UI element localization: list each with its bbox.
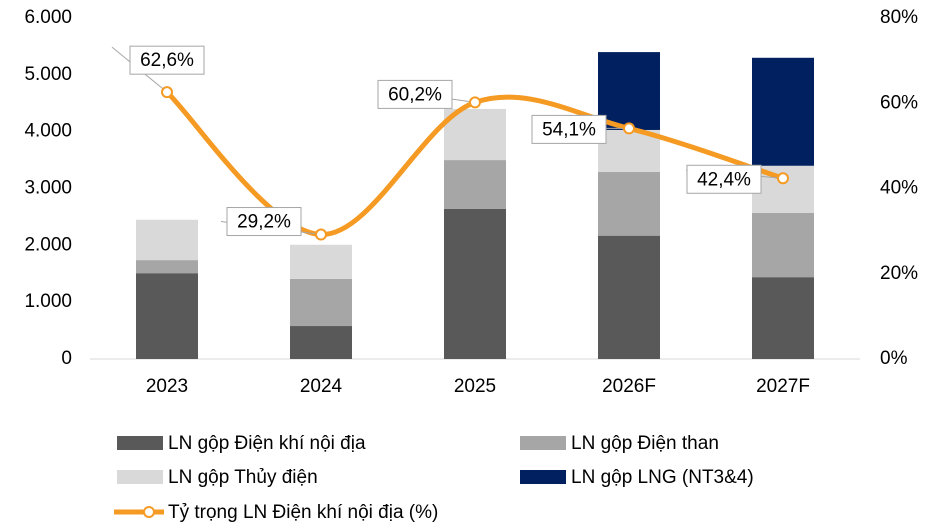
bar-segment bbox=[752, 212, 814, 278]
bar-segment bbox=[290, 278, 352, 327]
bar-segment bbox=[136, 219, 198, 261]
y-tick-label: 0 bbox=[61, 348, 72, 369]
y2-tick-label: 0% bbox=[880, 348, 908, 369]
x-tick-label: 2026F bbox=[602, 376, 656, 397]
y2-tick-label: 60% bbox=[880, 92, 918, 113]
line-marker bbox=[777, 172, 789, 185]
bar-segment bbox=[290, 326, 352, 359]
legend-label: Tỷ trọng LN Điện khí nội địa (%) bbox=[168, 502, 438, 523]
legend-label: LN gộp Điện khí nội địa bbox=[168, 433, 366, 454]
legend-swatch bbox=[117, 436, 163, 450]
legend-label: LN gộp LNG (NT3&4) bbox=[571, 467, 754, 488]
legend-label: LN gộp Điện than bbox=[571, 433, 719, 454]
line-marker bbox=[161, 86, 173, 99]
label-box bbox=[686, 164, 762, 194]
data-label: 42,4% bbox=[697, 169, 751, 190]
y-tick-label: 6.000 bbox=[24, 7, 72, 28]
x-tick-label: 2025 bbox=[454, 376, 496, 397]
x-tick-label: 2027F bbox=[756, 376, 810, 397]
bar-segment bbox=[444, 160, 506, 209]
y-tick-label: 1.000 bbox=[24, 291, 72, 312]
y-tick-label: 2.000 bbox=[24, 234, 72, 255]
bar-segment bbox=[598, 235, 660, 359]
bar-segment bbox=[598, 172, 660, 236]
line bbox=[165, 90, 784, 238]
bar-segment bbox=[290, 244, 352, 279]
line-marker bbox=[469, 96, 481, 109]
y-tick-label: 3.000 bbox=[24, 178, 72, 199]
legend-swatch bbox=[143, 506, 155, 518]
bar-segment bbox=[598, 129, 660, 173]
label-box bbox=[129, 45, 205, 75]
x-tick-label: 2023 bbox=[146, 376, 188, 397]
line-marker bbox=[623, 122, 635, 135]
label-box bbox=[377, 79, 453, 109]
legend-label: LN gộp Thủy điện bbox=[168, 467, 318, 488]
y2-tick-label: 80% bbox=[880, 7, 918, 28]
data-label: 29,2% bbox=[237, 212, 291, 233]
bar-segment bbox=[136, 273, 198, 359]
bar-segment bbox=[598, 52, 660, 130]
line-marker bbox=[315, 228, 327, 241]
legend-swatch bbox=[117, 470, 163, 484]
y2-tick-label: 20% bbox=[880, 263, 918, 284]
y-tick-label: 4.000 bbox=[24, 121, 72, 142]
y2-tick-label: 40% bbox=[880, 178, 918, 199]
bar-segment bbox=[752, 57, 814, 166]
y-tick-label: 5.000 bbox=[24, 64, 72, 85]
bar-segment bbox=[752, 277, 814, 359]
x-tick-label: 2024 bbox=[300, 376, 343, 397]
legend-swatch bbox=[520, 436, 566, 450]
label-box bbox=[531, 114, 607, 144]
data-label: 62,6% bbox=[140, 50, 194, 71]
bar-segment bbox=[444, 208, 506, 359]
label-box bbox=[226, 207, 302, 237]
data-label: 60,2% bbox=[388, 84, 442, 105]
data-label: 54,1% bbox=[542, 119, 596, 140]
legend-swatch bbox=[520, 470, 566, 484]
bar-segment bbox=[136, 260, 198, 274]
